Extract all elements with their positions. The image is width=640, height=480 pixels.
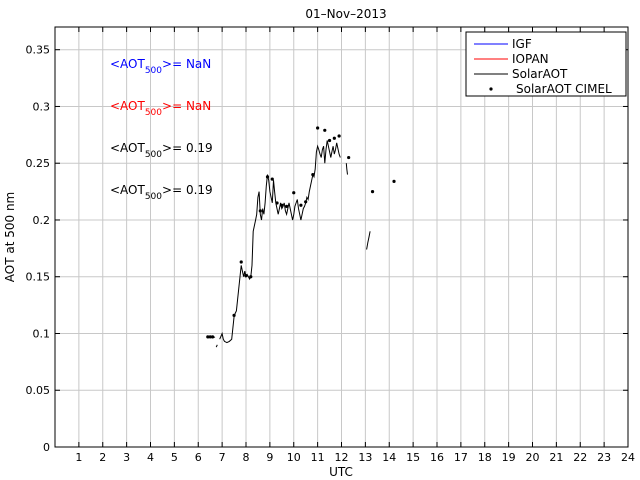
mean-aot-annotation: <AOT500>= NaN [110,57,211,76]
y-tick-label: 0 [43,441,50,454]
cimel-point [311,172,315,177]
mean-aot-annotation: <AOT500>= 0.19 [110,183,213,202]
cimel-point [275,201,279,205]
y-tick-label: 0.2 [33,214,51,227]
x-tick-label: 8 [243,451,250,464]
annotation-subscript: 500 [145,108,162,118]
annotation-prefix: <AOT [110,99,145,113]
y-tick-label: 0.1 [33,327,51,340]
annotation-subscript: 500 [145,192,162,202]
x-tick-label: 7 [219,451,226,464]
legend-label: SolarAOT [512,67,568,81]
cimel-point [316,126,320,130]
annotation-value: >= 0.19 [162,183,213,197]
y-tick-label: 0.15 [26,271,51,284]
cimel-point [210,335,215,339]
cimel-point [249,275,253,279]
x-tick-label: 20 [526,451,540,464]
cimel-point [239,260,243,264]
mean-aot-annotations: <AOT500>= NaN<AOT500>= NaN<AOT500>= 0.19… [110,57,213,202]
legend-label: IGF [512,37,532,51]
cimel-point [332,136,336,140]
cimel-point [284,204,289,208]
x-tick-label: 3 [123,451,130,464]
x-tick-label: 12 [335,451,349,464]
y-tick-label: 0.05 [26,384,51,397]
x-tick-label: 1 [75,451,82,464]
x-tick-label: 13 [358,451,372,464]
annotation-subscript: 500 [145,150,162,160]
x-tick-label: 2 [99,451,106,464]
x-tick-label: 4 [147,451,154,464]
y-tick-label: 0.3 [33,100,51,113]
x-tick-label: 14 [382,451,396,464]
legend-swatch-marker [489,87,493,91]
x-tick-label: 15 [406,451,420,464]
cimel-point [337,134,341,138]
solaraot-line-segment [345,163,348,175]
grid-lines [55,27,629,447]
x-tick-label: 9 [266,451,273,464]
x-tick-label: 22 [573,451,587,464]
cimel-point [206,335,210,339]
x-tick-label: 24 [621,451,635,464]
y-axis-label: AOT at 500 nm [3,192,17,282]
solaraot-line-segment [215,344,218,348]
cimel-point [292,191,296,195]
cimel-point [392,179,396,183]
x-tick-label: 16 [430,451,444,464]
x-tick-label: 17 [454,451,468,464]
cimel-point [280,203,284,207]
x-tick-label: 10 [287,451,301,464]
cimel-point [299,203,303,207]
x-axis-label: UTC [329,465,353,479]
mean-aot-annotation: <AOT500>= NaN [110,99,211,118]
annotation-subscript: 500 [145,66,162,76]
x-tick-label: 11 [311,451,325,464]
cimel-point [232,313,236,317]
chart-title: 01–Nov–2013 [305,7,386,21]
x-tick-label: 21 [549,451,563,464]
annotation-value: >= 0.19 [162,141,213,155]
x-tick-label: 6 [195,451,202,464]
cimel-point [208,335,212,339]
x-tick-label: 5 [171,451,178,464]
x-tick-label: 19 [502,451,516,464]
annotation-value: >= NaN [162,57,211,71]
cimel-point [323,128,327,132]
x-tick-label: 23 [597,451,611,464]
cimel-point [370,189,375,194]
y-tick-label: 0.25 [26,157,51,170]
annotation-prefix: <AOT [110,57,145,71]
cimel-point [270,177,274,181]
legend-box [465,31,627,97]
legend-label: IOPAN [512,52,549,66]
y-tick-label: 0.35 [26,44,51,57]
cimel-point [304,200,308,204]
x-tick-label: 18 [478,451,492,464]
mean-aot-annotation: <AOT500>= 0.19 [110,141,213,160]
annotation-prefix: <AOT [110,141,145,155]
cimel-point [347,155,351,160]
legend-label: SolarAOT CIMEL [516,82,612,96]
annotation-value: >= NaN [162,99,211,113]
cimel-point [258,209,262,213]
solaraot-line-segment [219,140,341,344]
axis-ticks: 1 2 3 4 5 6 7 8 9 10 11 12 13 14 15 16 17 18 19 20 21 22 23 240… [26,27,635,464]
plot-area [206,126,396,348]
cimel-point [265,175,270,179]
cimel-point [244,273,248,278]
cimel-point [327,138,332,143]
solaraot-line-segment [366,231,371,250]
annotation-prefix: <AOT [110,183,145,197]
